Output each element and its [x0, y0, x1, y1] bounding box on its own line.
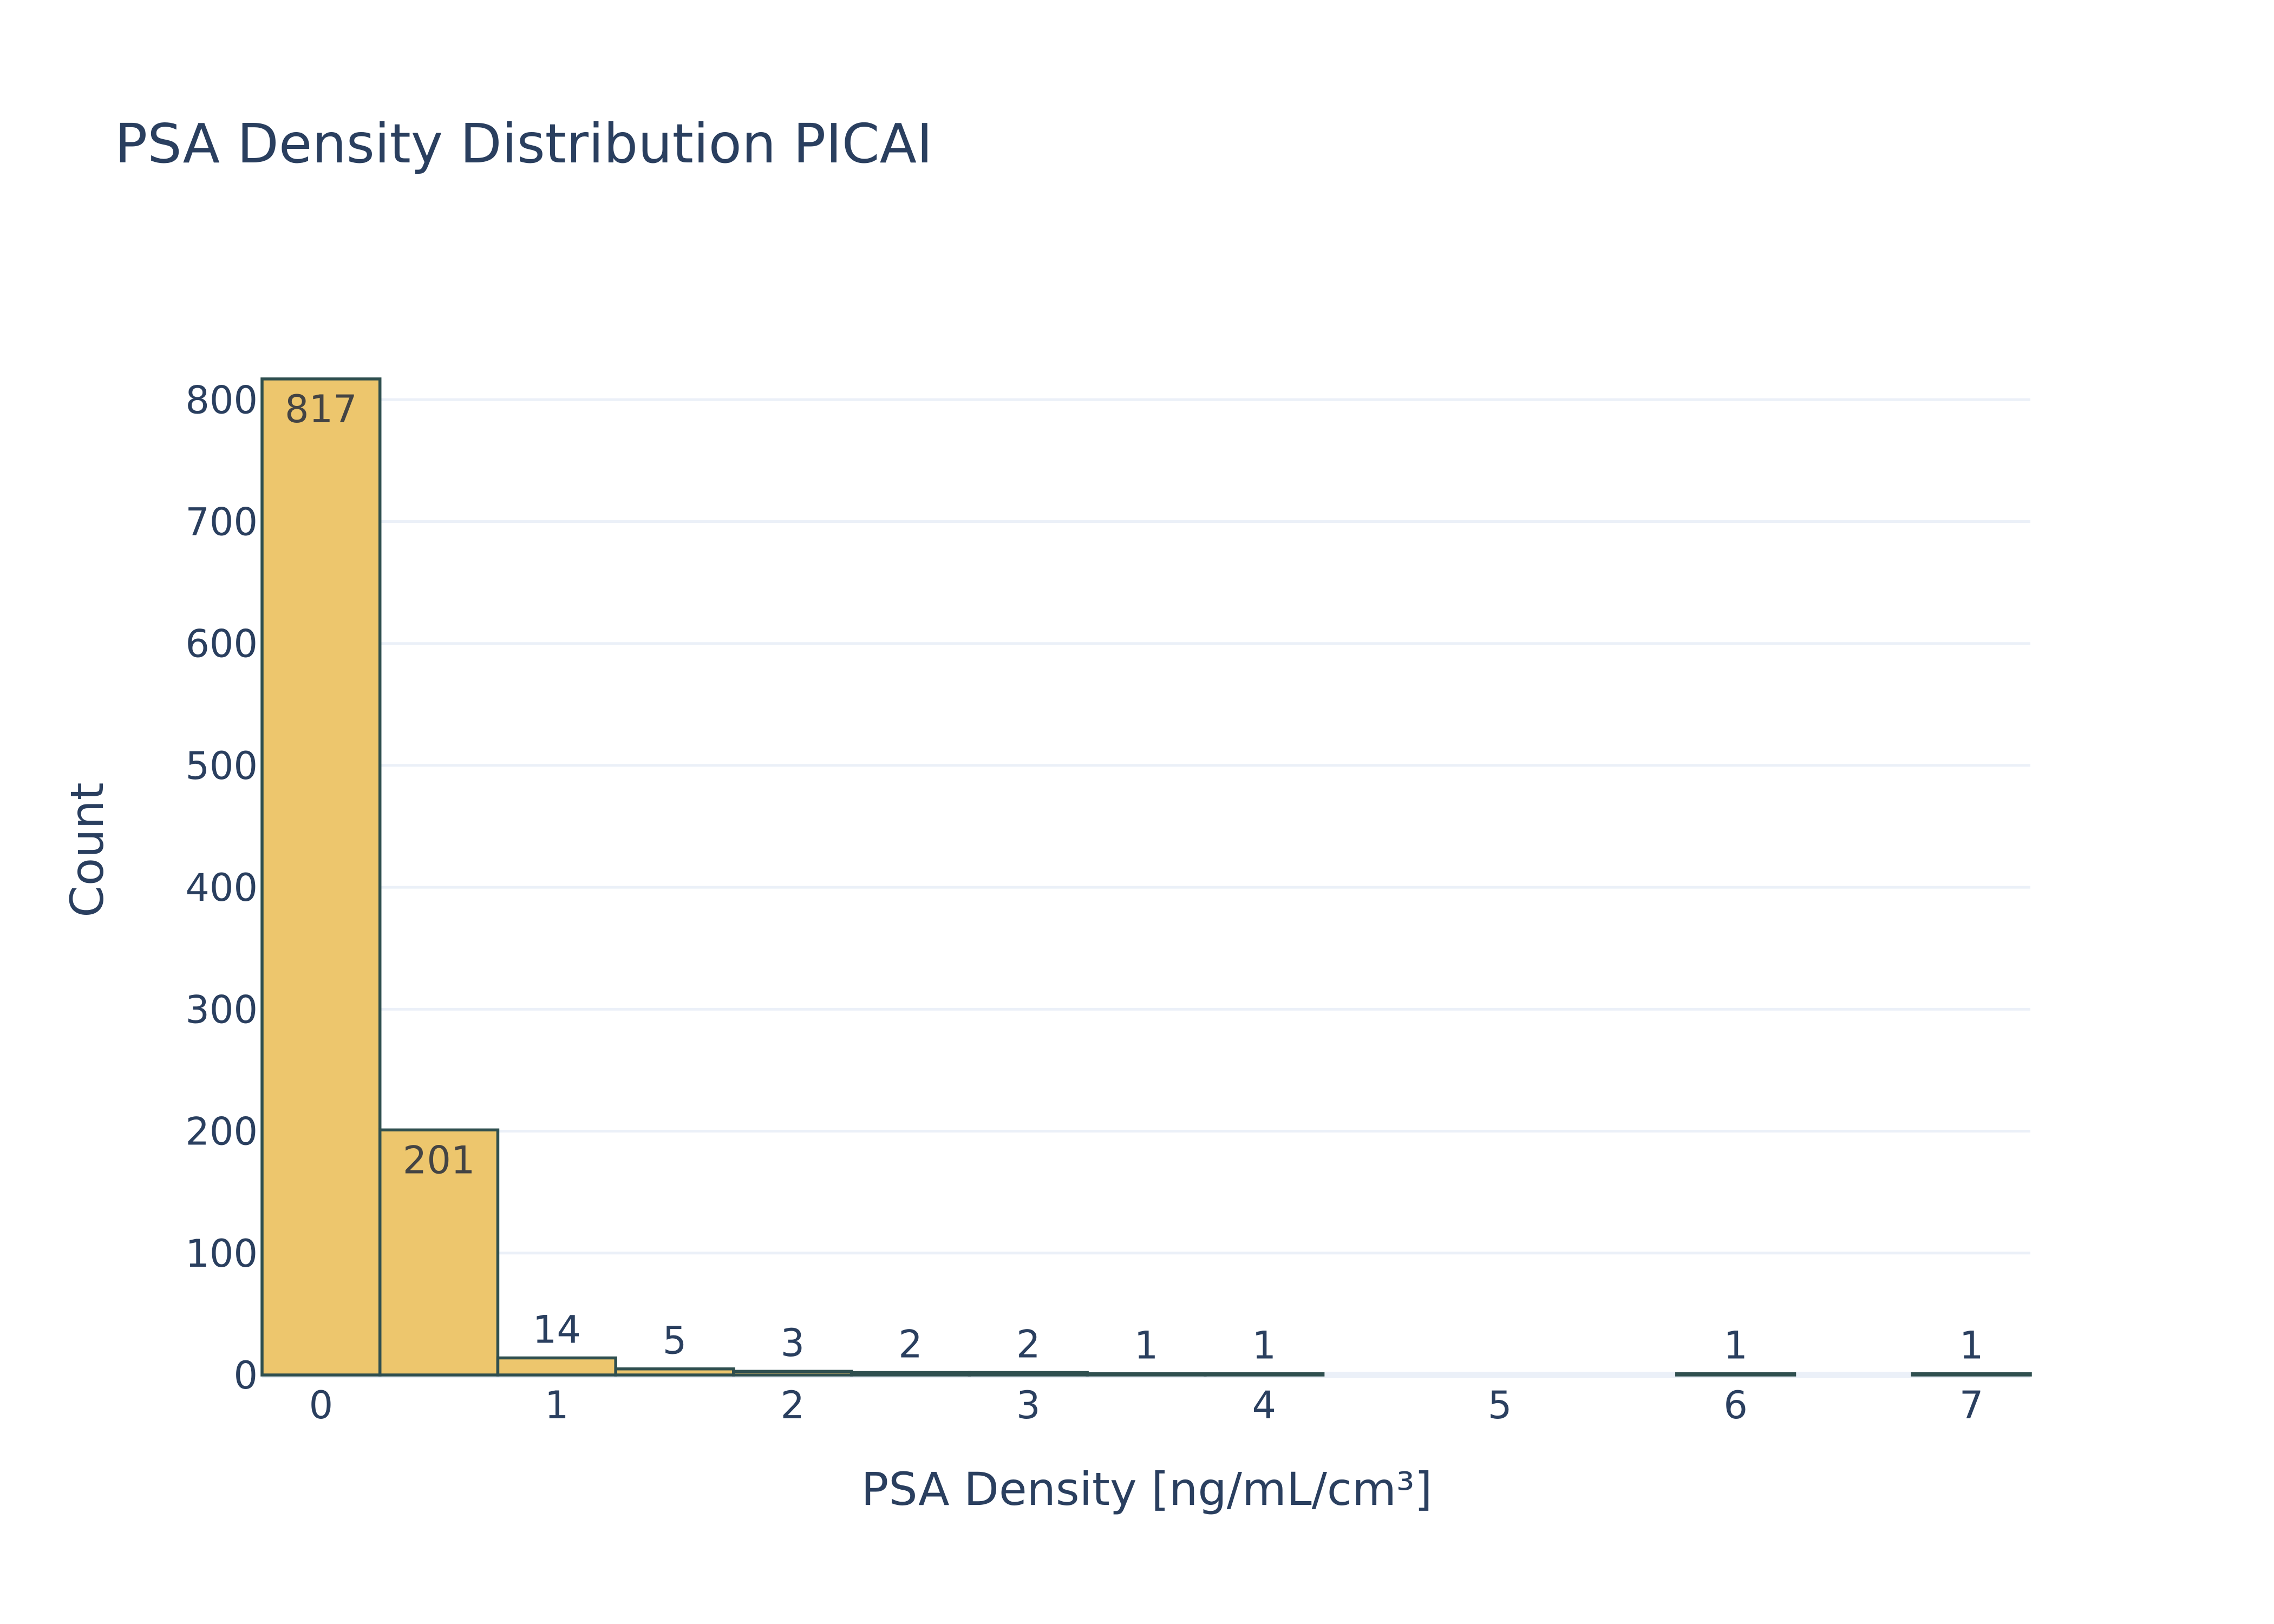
x-tick-label: 1 [545, 1383, 569, 1427]
x-tick-label: 4 [1252, 1383, 1276, 1427]
histogram-bars [260, 377, 2032, 1377]
y-tick-label: 500 [185, 744, 258, 788]
histogram-bar [378, 1128, 500, 1377]
bar-count-label: 2 [1016, 1322, 1041, 1366]
histogram-bar [614, 1367, 735, 1377]
x-axis-ticks: 0 1 2 3 4 5 6 7 [309, 1383, 1984, 1427]
histogram-bar [732, 1370, 853, 1377]
x-tick-label: 3 [1016, 1383, 1041, 1427]
x-tick-label: 7 [1959, 1383, 1984, 1427]
bar-count-label: 3 [781, 1321, 805, 1365]
x-tick-label: 2 [781, 1383, 805, 1427]
x-axis-title: PSA Density [ng/mL/cm³] [861, 1463, 1433, 1516]
histogram-bar [1086, 1372, 1207, 1377]
histogram-bar [968, 1371, 1089, 1377]
bar-count-label: 1 [1959, 1324, 1984, 1368]
bar-count-label: 5 [663, 1319, 687, 1363]
y-tick-label: 700 [185, 500, 258, 545]
bar-count-label: 817 [285, 387, 357, 431]
y-axis-title: Count [61, 782, 114, 917]
bar-count-label: 1 [1723, 1324, 1748, 1368]
chart-title: PSA Density Distribution PICAI [115, 112, 933, 175]
bar-count-label: 2 [898, 1322, 923, 1366]
histogram-bar [850, 1371, 971, 1377]
bar-count-label: 14 [533, 1307, 581, 1352]
y-tick-label: 600 [185, 622, 258, 666]
gridlines [262, 398, 2030, 1378]
y-tick-label: 400 [185, 866, 258, 910]
histogram-bar [1675, 1372, 1796, 1377]
bar-count-labels: 817 201 14 5 3 2 2 1 1 1 1 [285, 387, 1983, 1368]
y-tick-label: 200 [185, 1110, 258, 1154]
bar-count-label: 1 [1134, 1324, 1159, 1368]
y-tick-label: 100 [185, 1232, 258, 1276]
bar-count-label: 201 [403, 1138, 475, 1182]
y-tick-label: 300 [185, 987, 258, 1032]
histogram-bar [1204, 1372, 1325, 1377]
x-tick-label: 0 [309, 1383, 334, 1427]
y-tick-label: 0 [233, 1353, 258, 1398]
histogram-bar [1911, 1372, 2032, 1377]
x-tick-label: 5 [1488, 1383, 1512, 1427]
y-tick-label: 800 [185, 378, 258, 422]
x-tick-label: 6 [1723, 1383, 1748, 1427]
histogram-bar [260, 377, 382, 1377]
bar-count-label: 1 [1252, 1324, 1276, 1368]
histogram-bar [496, 1356, 617, 1377]
y-axis-ticks: 0 100 200 300 400 500 600 700 800 [185, 378, 258, 1398]
